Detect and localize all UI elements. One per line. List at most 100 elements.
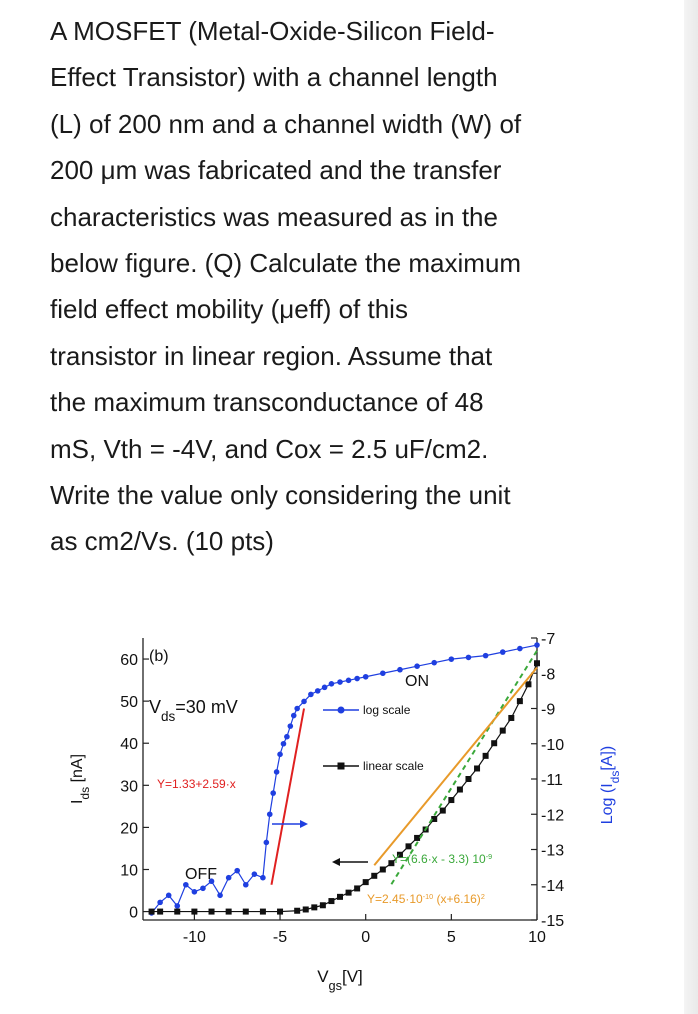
- log-scale-point: [260, 874, 266, 881]
- y-right-tick-label: -9: [541, 702, 555, 719]
- y-right-tick-label: -12: [541, 807, 564, 824]
- linear-fit-line: [390, 650, 538, 885]
- linear-scale-point: [277, 908, 284, 915]
- linear-scale-point: [448, 797, 455, 804]
- y-axis-left-label: Ids [nA]: [69, 754, 92, 804]
- log-scale-point: [354, 675, 360, 682]
- log-scale-point: [217, 892, 223, 899]
- x-tick-label: 10: [528, 929, 546, 946]
- quadratic-fit-label: Y=2.45·10-10 (x+6.16)2: [367, 892, 485, 907]
- y-left-tick-label: 40: [120, 736, 138, 753]
- quadratic-fit-line: [373, 666, 538, 866]
- log-scale-point: [431, 659, 438, 666]
- log-scale-point: [277, 751, 283, 758]
- question-line: mS, Vth = -4V, and Cox = 2.5 uF/cm2.: [50, 433, 489, 464]
- legend-linear-label: linear scale: [363, 759, 424, 773]
- log-scale-point: [287, 723, 294, 729]
- x-tick-label: -5: [273, 929, 287, 946]
- linear-scale-point: [396, 851, 403, 858]
- transfer-characteristics-chart: -10 -5 0 5 10 0 10 20 30 40 50 60 -7 -8 -9 -10 -11 -12 -13…: [69, 631, 622, 993]
- log-scale-point: [251, 871, 258, 877]
- linear-scale-point: [208, 908, 215, 915]
- log-scale-point: [345, 677, 352, 684]
- log-scale-point: [328, 681, 335, 687]
- linear-scale-point: [337, 893, 343, 900]
- linear-scale-point: [225, 908, 232, 915]
- x-tick-label: 5: [447, 929, 456, 946]
- y-left-tick-label: 50: [120, 694, 138, 711]
- linear-scale-point: [345, 889, 352, 896]
- linear-scale-point: [388, 860, 395, 867]
- log-scale-point: [284, 733, 290, 740]
- linear-scale-point: [191, 908, 198, 915]
- question-line: 200 μm was fabricated and the transfer: [50, 155, 502, 186]
- question-line: the maximum transconductance of 48: [50, 387, 484, 418]
- off-label: OFF: [185, 866, 217, 883]
- y-right-tick-label: -11: [541, 772, 563, 789]
- linear-scale-point: [294, 907, 301, 914]
- linear-scale-point: [525, 681, 532, 688]
- linear-scale-point: [311, 904, 318, 911]
- linear-scale-point: [465, 776, 472, 782]
- vds-label: Vds=30 mV: [149, 697, 238, 724]
- linear-scale-point: [354, 885, 361, 892]
- linear-scale-point: [456, 786, 463, 793]
- log-scale-point: [517, 645, 523, 652]
- question-line: transistor in linear region. Assume that: [50, 340, 493, 371]
- y-right-tick-label: -7: [541, 631, 555, 648]
- y-left-tick-label: 30: [120, 778, 138, 795]
- log-scale-point: [157, 899, 163, 906]
- linear-scale-point: [157, 908, 164, 915]
- question-line: A MOSFET (Metal-Oxide-Silicon Field-: [50, 16, 495, 46]
- legend-log-marker: [337, 706, 345, 714]
- linear-scale-point: [414, 834, 421, 841]
- linear-scale-point: [259, 908, 266, 915]
- log-scale-point: [482, 652, 489, 659]
- linear-scale-point: [405, 843, 412, 850]
- y-right-tick-label: -15: [541, 913, 564, 930]
- y-left-tick-label: 10: [120, 862, 138, 879]
- log-scale-point: [183, 881, 189, 888]
- y-axis-right-label: Log (Ids[A]): [599, 746, 622, 825]
- linear-scale-point: [302, 906, 309, 913]
- log-scale-point: [263, 839, 270, 846]
- log-scale-point: [337, 679, 343, 685]
- panel-label: (b): [149, 648, 169, 665]
- on-label: ON: [405, 673, 429, 690]
- linear-scale-point: [439, 807, 446, 814]
- log-scale-point: [380, 670, 386, 677]
- log-scale-point: [270, 790, 276, 796]
- y-right-tick-label: -14: [541, 878, 564, 895]
- linear-fit-label: Y=(6.6·x - 3.3) 10-9: [392, 852, 492, 867]
- linear-scale-point: [148, 908, 155, 915]
- log-scale-point: [208, 878, 215, 885]
- linear-scale-point: [242, 908, 249, 915]
- linear-scale-point: [491, 740, 498, 747]
- question-line: characteristics was measured as in the: [50, 201, 498, 232]
- linear-scale-point: [499, 727, 506, 734]
- y-right-tick-label: -13: [541, 843, 564, 860]
- log-scale-point: [294, 705, 300, 712]
- log-scale-point: [534, 642, 540, 648]
- linear-scale-point: [371, 872, 378, 879]
- linear-scale-point: [482, 752, 489, 759]
- log-scale-point: [191, 889, 198, 895]
- linear-scale-point: [319, 902, 326, 909]
- question-line: field effect mobility (μeff) of this: [50, 294, 408, 325]
- log-scale-point: [362, 673, 369, 680]
- log-scale-point: [465, 654, 472, 661]
- log-scale-point: [225, 874, 232, 881]
- page-edge-shadow: [684, 0, 698, 1014]
- log-scale-point: [174, 903, 181, 909]
- question-line: Effect Transistor) with a channel length: [50, 62, 498, 93]
- linear-scale-point: [174, 908, 181, 915]
- log-scale-point: [266, 811, 273, 818]
- x-tick-label: 0: [361, 929, 370, 946]
- linear-scale-point: [379, 866, 386, 873]
- log-scale-point: [200, 885, 206, 892]
- log-scale-point: [308, 691, 314, 698]
- log-scale-point: [321, 684, 328, 691]
- linear-scale-point: [431, 815, 438, 822]
- arrow-left-head: [332, 858, 340, 866]
- y-right-tick-label: -8: [541, 666, 555, 683]
